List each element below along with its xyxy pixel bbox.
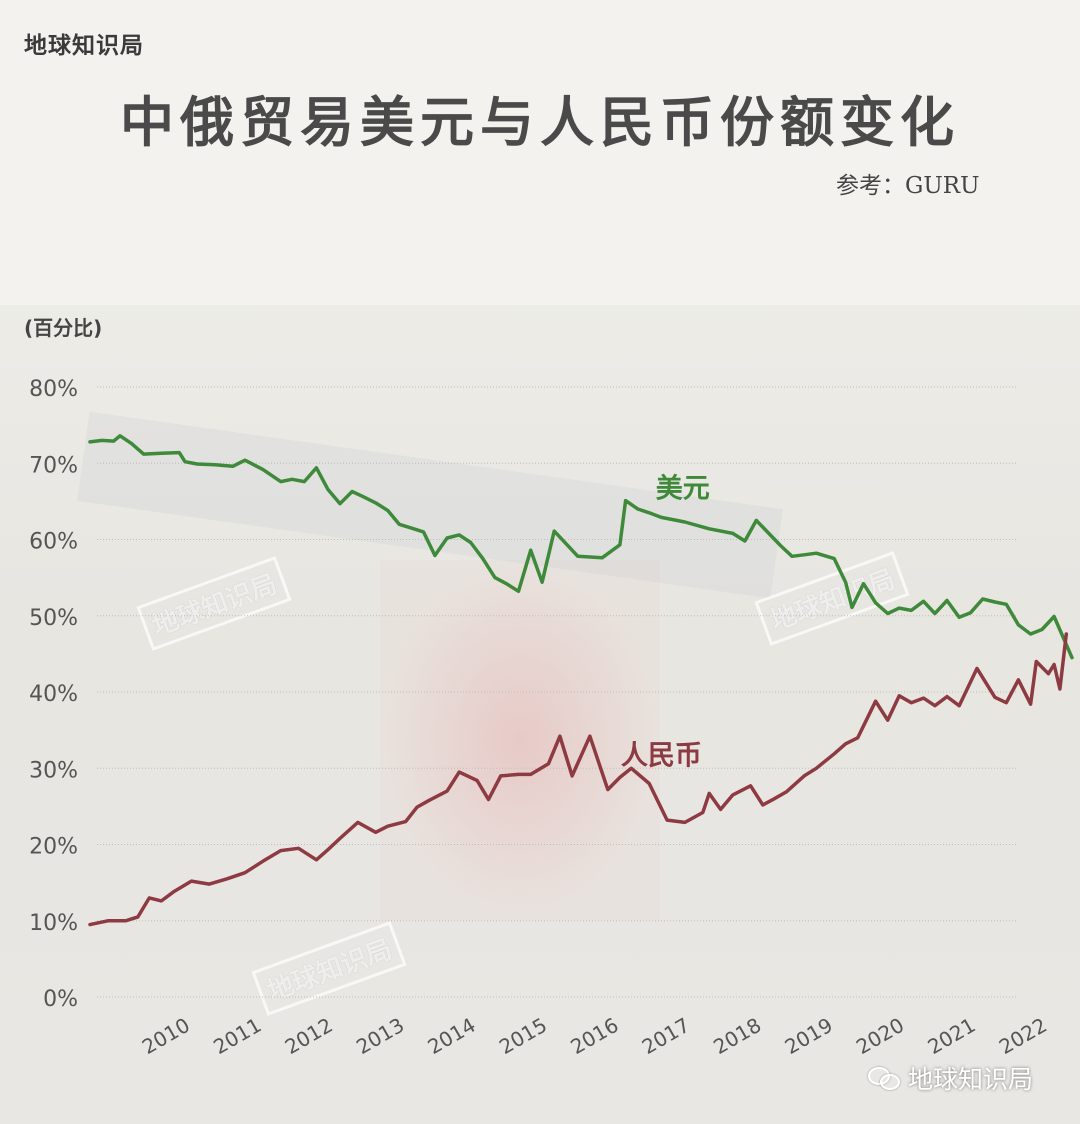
y-tick-label: 80% [29, 377, 78, 402]
y-tick-label: 0% [43, 987, 78, 1012]
y-tick-label: 30% [29, 758, 78, 783]
y-tick-label: 40% [29, 682, 78, 707]
y-axis-unit-label: (百分比) [24, 316, 103, 340]
y-tick-label: 50% [29, 606, 78, 631]
cny-series-line [88, 632, 1069, 927]
brand-label: 地球知识局 [24, 33, 144, 59]
footer-watermark: 地球知识局 [868, 1060, 1033, 1096]
x-tick-label: 2011 [209, 1013, 265, 1059]
y-tick-label: 20% [29, 835, 78, 860]
series-label: 人民币 [621, 740, 702, 771]
source-note: 参考：GURU [836, 173, 980, 199]
y-tick-label: 60% [29, 530, 78, 555]
chart-title: 中俄贸易美元与人民币份额变化 [120, 90, 960, 154]
x-tick-label: 2020 [852, 1013, 908, 1059]
banknote-background-image [0, 305, 1080, 1124]
x-tick-label: 2018 [709, 1013, 765, 1059]
usd-series-line [88, 434, 1074, 660]
x-tick-label: 2021 [923, 1013, 979, 1059]
x-tick-label: 2022 [995, 1013, 1051, 1059]
x-tick-label: 2019 [781, 1013, 837, 1059]
footer-watermark-text: 地球知识局 [908, 1065, 1034, 1094]
y-tick-label: 70% [29, 453, 78, 478]
y-tick-label: 10% [29, 911, 78, 936]
background-rmb-note [380, 560, 660, 920]
x-tick-label: 2010 [138, 1013, 194, 1059]
x-tick-label: 2012 [281, 1013, 337, 1059]
series-label: 美元 [656, 473, 710, 505]
x-tick-label: 2017 [638, 1013, 694, 1059]
x-tick-label: 2013 [352, 1013, 408, 1059]
wechat-icon [868, 1065, 902, 1091]
x-tick-label: 2014 [424, 1013, 480, 1059]
x-tick-label: 2016 [566, 1013, 622, 1059]
x-tick-label: 2015 [495, 1013, 551, 1059]
